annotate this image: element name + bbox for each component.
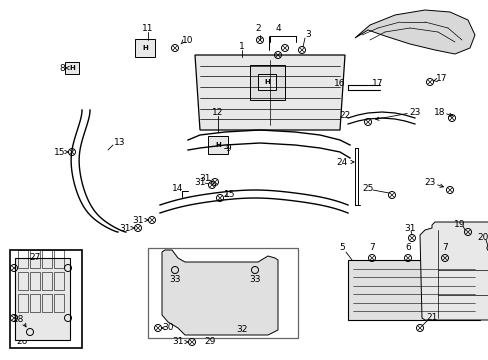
Text: 12: 12 (212, 108, 223, 117)
Text: 18: 18 (433, 108, 445, 117)
Text: 15: 15 (54, 148, 65, 157)
Text: 13: 13 (114, 138, 125, 147)
Text: 30: 30 (162, 324, 173, 333)
Text: 31: 31 (404, 224, 415, 233)
Bar (135, 39, 155, 57)
Text: 33: 33 (169, 275, 181, 284)
Text: 31: 31 (119, 224, 130, 233)
Polygon shape (195, 55, 345, 130)
Bar (54, 250, 64, 268)
Text: 17: 17 (435, 73, 447, 82)
Text: 25: 25 (362, 184, 373, 193)
Text: H: H (264, 79, 269, 85)
Text: H: H (142, 45, 147, 51)
Text: 5: 5 (339, 243, 344, 252)
Polygon shape (354, 10, 474, 54)
Bar (42, 272, 52, 290)
Text: 21: 21 (426, 314, 437, 323)
Text: 31: 31 (172, 338, 183, 346)
Text: 20: 20 (476, 234, 488, 243)
Text: 9: 9 (224, 144, 230, 153)
Text: 1: 1 (239, 41, 244, 50)
Text: 19: 19 (453, 220, 465, 229)
Bar (42, 250, 52, 268)
Bar (347, 260, 479, 320)
Text: 31: 31 (132, 216, 143, 225)
Text: 24: 24 (336, 158, 347, 166)
Polygon shape (419, 222, 488, 320)
Text: 17: 17 (371, 78, 383, 87)
Text: 27: 27 (29, 253, 41, 262)
Text: 16: 16 (334, 78, 345, 87)
Text: 23: 23 (424, 177, 435, 186)
Bar (30, 294, 40, 312)
Bar (65, 62, 79, 74)
Text: 7: 7 (441, 243, 447, 252)
Bar (42, 294, 52, 312)
Text: 10: 10 (182, 36, 193, 45)
Bar (30, 250, 40, 268)
Text: 22: 22 (339, 111, 350, 120)
Text: 29: 29 (204, 338, 215, 346)
Bar (18, 272, 28, 290)
Bar (30, 272, 40, 290)
Bar (54, 272, 64, 290)
Text: 26: 26 (16, 338, 28, 346)
Text: H: H (215, 142, 221, 148)
Text: H: H (69, 65, 75, 71)
Text: 15: 15 (224, 189, 235, 198)
Bar (18, 294, 28, 312)
Bar (207, 136, 227, 154)
Bar (148, 248, 297, 338)
Text: 31: 31 (194, 177, 205, 186)
Text: 8: 8 (59, 63, 65, 72)
Text: 3: 3 (305, 30, 310, 39)
Bar (258, 74, 275, 90)
Bar (10, 250, 82, 348)
Text: 14: 14 (172, 184, 183, 193)
Polygon shape (162, 250, 278, 335)
Text: 2: 2 (255, 23, 260, 32)
Text: 11: 11 (142, 23, 153, 32)
Bar (54, 294, 64, 312)
Text: 6: 6 (404, 243, 410, 252)
Text: 4: 4 (275, 23, 280, 32)
Text: 33: 33 (249, 275, 260, 284)
Bar (15, 258, 70, 340)
Bar (249, 65, 285, 100)
Text: 32: 32 (236, 325, 247, 334)
Text: 31: 31 (199, 174, 210, 183)
Text: 7: 7 (368, 243, 374, 252)
Text: 23: 23 (408, 108, 420, 117)
Bar (18, 250, 28, 268)
Text: 28: 28 (12, 315, 23, 324)
